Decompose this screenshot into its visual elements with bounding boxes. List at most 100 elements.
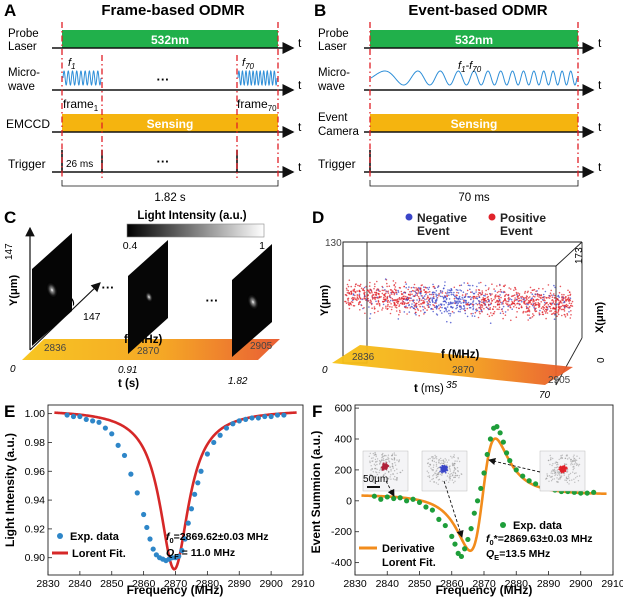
event-point (516, 302, 519, 305)
event-point (477, 293, 480, 296)
data-point (176, 553, 182, 559)
y-tick-label: 200 (334, 464, 352, 476)
microwave-label-2: wave (317, 81, 345, 93)
event-point (550, 303, 552, 306)
inset-pixel (575, 472, 577, 474)
event-point (489, 308, 491, 311)
event-point (435, 313, 438, 315)
t-tick-1: 0 (322, 365, 328, 376)
event-point (525, 305, 528, 308)
event-point (544, 290, 547, 293)
inset-pixel (391, 465, 394, 467)
y-axis-label: Y(μm) (8, 274, 20, 306)
x-tick-min: 0 (596, 357, 607, 363)
data-point (481, 470, 487, 476)
event-point (444, 292, 447, 294)
inset-pixel (428, 475, 431, 477)
data-point (404, 498, 410, 504)
event-point (526, 314, 529, 316)
inset-pixel (577, 465, 580, 467)
event-point (414, 290, 416, 293)
event-point (533, 288, 536, 291)
event-point (491, 308, 494, 310)
event-point (349, 302, 352, 305)
event-point (473, 292, 476, 295)
event-point (544, 301, 546, 304)
event-point (545, 296, 548, 299)
odmr-frame-70 (232, 244, 272, 357)
event-point (397, 302, 399, 305)
inset-pixel (383, 478, 385, 480)
inset-pixel (555, 473, 557, 475)
event-point (414, 294, 417, 296)
event-point (448, 298, 451, 300)
event-point (473, 295, 476, 298)
inset-pixel (435, 456, 438, 458)
event-point (509, 298, 511, 300)
event-point (443, 300, 446, 303)
event-point (518, 299, 520, 302)
event-point (418, 286, 420, 289)
legend-fit-label: Lorent Fit. (72, 548, 126, 560)
event-point (557, 294, 560, 297)
event-point (487, 307, 489, 310)
event-point (498, 295, 500, 298)
event-point (570, 314, 572, 316)
event-point (438, 304, 440, 307)
event-point (355, 283, 357, 285)
inset-pixel (392, 473, 394, 475)
event-point (433, 285, 435, 288)
event-point (357, 284, 359, 287)
event-point (369, 281, 371, 284)
event-point (494, 290, 497, 292)
event-point (458, 295, 461, 298)
inset-pixel (432, 475, 434, 477)
event-point (413, 283, 416, 286)
event-point (527, 302, 530, 304)
event-point (549, 306, 551, 308)
event-point (368, 285, 371, 287)
event-point (517, 295, 519, 298)
inset-pixel (442, 460, 445, 463)
event-point (397, 298, 400, 300)
event-point (361, 289, 364, 291)
inset-pixel (378, 471, 380, 474)
legend-data-marker (57, 533, 63, 539)
f-tick-3: 2905 (548, 375, 571, 386)
event-point (446, 320, 448, 323)
sensing-label: Sensing (147, 117, 194, 131)
x-axis-label: Frequency (MHz) (436, 583, 533, 597)
inset-pixel (447, 472, 450, 475)
event-point (563, 300, 566, 303)
inset-pixel (375, 461, 377, 463)
inset-pixel (552, 457, 554, 460)
inset-pixel (445, 468, 448, 471)
event-point (570, 310, 572, 312)
event-point (432, 283, 434, 286)
event-point (412, 286, 415, 289)
event-point (417, 289, 419, 291)
inset-pixel (435, 482, 438, 484)
event-point (411, 293, 413, 296)
x-axis-label: X(μm) (594, 301, 606, 333)
inset-pixel (368, 455, 370, 457)
event-point (444, 296, 447, 298)
event-point (403, 311, 406, 313)
t-tick-3: 1.82 (228, 376, 248, 387)
event-point (474, 311, 477, 314)
inset-pixel (570, 458, 572, 461)
event-point (567, 294, 569, 297)
t-label: t (598, 78, 602, 92)
data-point (371, 493, 377, 499)
inset-pixel (437, 472, 440, 474)
time-markers (369, 22, 579, 178)
event-point (360, 304, 363, 307)
inset-pixel (565, 463, 568, 465)
fit-line (54, 411, 297, 571)
event-point (344, 300, 346, 303)
inset-pixel (374, 464, 377, 467)
event-point (356, 290, 358, 292)
event-point (521, 306, 523, 309)
y-tick-label: 1.00 (25, 408, 46, 420)
event-point (369, 301, 371, 304)
